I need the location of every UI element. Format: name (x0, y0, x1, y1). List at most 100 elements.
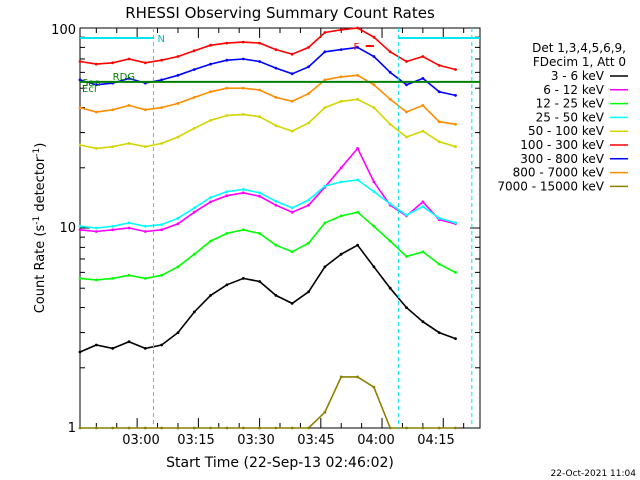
data-point (176, 331, 180, 334)
data-point (209, 294, 213, 297)
data-point (258, 191, 261, 195)
data-point (372, 180, 376, 184)
data-point (339, 375, 343, 379)
data-point (94, 226, 98, 230)
data-point (111, 145, 115, 149)
data-point (274, 199, 278, 203)
data-point (143, 426, 147, 430)
data-point (405, 213, 408, 217)
data-point (127, 57, 131, 61)
data-point (225, 426, 229, 430)
data-point (290, 72, 294, 76)
data-point (405, 426, 408, 430)
data-point (176, 102, 180, 105)
series-line-6 (79, 46, 456, 97)
data-point (160, 273, 164, 277)
data-point (437, 262, 441, 266)
x-tick-label-0300: 03:00 (122, 433, 159, 448)
legend-header-line2: FDecim 1, Att 0 (533, 55, 626, 69)
data-point (388, 239, 392, 243)
data-point (127, 273, 131, 277)
data-point (143, 108, 147, 112)
data-point (454, 337, 457, 340)
x-tick-label-0400: 04:00 (357, 433, 394, 448)
legend-entry-5: 100 - 300 keV (520, 138, 604, 152)
plot-frame (79, 27, 481, 429)
data-point (258, 280, 261, 283)
data-point (258, 60, 261, 63)
data-point (225, 58, 229, 62)
data-point (192, 426, 196, 430)
data-point (160, 78, 164, 82)
data-point (241, 57, 245, 61)
data-point (421, 77, 425, 80)
data-point (356, 375, 359, 379)
data-point (323, 265, 327, 269)
data-point (339, 99, 343, 103)
data-point (372, 224, 376, 228)
data-point (241, 40, 245, 44)
data-point (388, 426, 392, 430)
y-axis-label: Count Rate (s-1 detector-1) (32, 143, 48, 314)
data-point (225, 190, 229, 194)
data-point (307, 46, 310, 49)
data-point (176, 426, 180, 430)
data-point (274, 96, 278, 99)
legend-entry-6: 300 - 800 keV (520, 152, 604, 166)
data-point (274, 294, 278, 297)
data-point (241, 426, 245, 430)
data-point (356, 243, 359, 247)
data-point (405, 135, 408, 139)
data-point (94, 426, 98, 430)
data-point (437, 120, 441, 124)
data-point (290, 99, 294, 103)
data-point (421, 129, 425, 133)
data-point (127, 340, 131, 344)
series-line-0 (79, 244, 456, 353)
data-point (111, 228, 115, 232)
data-point (372, 265, 376, 269)
data-point (307, 65, 310, 69)
data-point (274, 426, 278, 430)
data-point (356, 46, 359, 49)
data-point (356, 26, 359, 30)
data-point (356, 97, 359, 101)
data-point (127, 142, 131, 145)
data-point (192, 126, 196, 130)
data-point (405, 306, 408, 309)
data-point (192, 252, 196, 256)
y-axis-label-main: Count Rate (s (33, 225, 48, 314)
data-point (94, 62, 98, 66)
flag-label-rdg: RDG (113, 72, 135, 83)
data-point (111, 108, 115, 112)
data-point (209, 200, 213, 204)
footer-date: 22-Oct-2021 11:04 (551, 469, 637, 479)
data-point (323, 410, 327, 414)
data-point (307, 92, 310, 95)
data-point (209, 426, 213, 430)
data-point (192, 206, 196, 210)
data-point (111, 224, 115, 228)
data-point (111, 347, 115, 350)
y-axis-label-mid: detector (33, 156, 48, 216)
data-point (339, 180, 343, 184)
data-point (78, 143, 82, 147)
data-point (209, 43, 213, 47)
data-point (192, 68, 196, 71)
data-point (388, 97, 392, 101)
data-point (176, 222, 180, 226)
axis-ticks (80, 27, 480, 429)
data-point (290, 302, 294, 305)
data-point (160, 228, 164, 232)
data-point (274, 243, 278, 247)
data-point (94, 147, 98, 150)
data-point (209, 62, 213, 66)
data-point (258, 41, 261, 45)
data-point (290, 426, 294, 430)
data-point (323, 31, 327, 34)
data-point (192, 49, 196, 53)
data-point (225, 283, 229, 287)
data-point (388, 122, 392, 126)
data-point (192, 210, 196, 214)
